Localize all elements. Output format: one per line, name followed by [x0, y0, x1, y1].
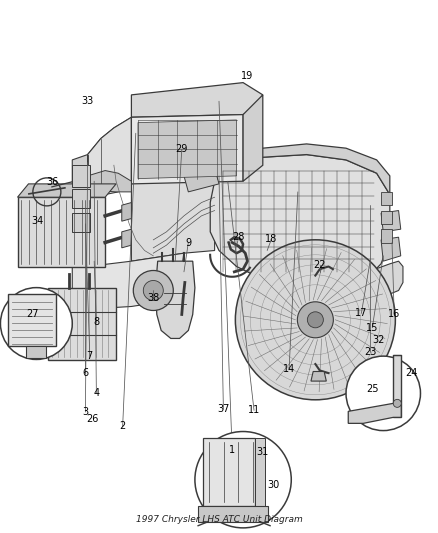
Text: 23: 23: [364, 347, 376, 357]
Polygon shape: [88, 117, 131, 187]
Text: 27: 27: [27, 310, 39, 319]
Polygon shape: [184, 168, 219, 192]
Bar: [8, 294, 57, 345]
Text: 4: 4: [93, 388, 99, 398]
Circle shape: [346, 356, 420, 431]
Text: 37: 37: [217, 405, 230, 414]
Text: 7: 7: [87, 351, 93, 361]
Polygon shape: [381, 192, 392, 205]
Polygon shape: [210, 155, 390, 288]
Text: 26: 26: [86, 415, 98, 424]
Text: 29: 29: [176, 144, 188, 154]
Polygon shape: [138, 120, 237, 179]
Text: 9: 9: [185, 238, 191, 247]
Text: 34: 34: [31, 216, 43, 226]
Polygon shape: [243, 95, 263, 181]
Polygon shape: [18, 197, 105, 266]
Polygon shape: [122, 229, 131, 248]
Circle shape: [235, 240, 396, 400]
Polygon shape: [215, 144, 390, 195]
Polygon shape: [381, 211, 401, 232]
Text: 16: 16: [388, 310, 400, 319]
Bar: [198, 506, 268, 522]
Polygon shape: [348, 403, 401, 423]
Text: 17: 17: [355, 309, 367, 318]
Text: 2: 2: [120, 422, 126, 431]
Text: 19: 19: [241, 71, 254, 81]
Text: 15: 15: [366, 323, 378, 333]
Polygon shape: [88, 117, 131, 195]
Polygon shape: [72, 155, 88, 266]
Circle shape: [0, 288, 72, 359]
Polygon shape: [131, 115, 243, 184]
Polygon shape: [72, 253, 184, 309]
Bar: [393, 356, 401, 417]
Polygon shape: [131, 83, 263, 117]
Text: 1997 Chrysler LHS ATC Unit Diagram: 1997 Chrysler LHS ATC Unit Diagram: [136, 515, 302, 524]
Text: 28: 28: [233, 232, 245, 242]
Polygon shape: [155, 261, 195, 338]
Text: 30: 30: [268, 480, 280, 490]
Polygon shape: [122, 203, 131, 221]
Circle shape: [393, 399, 401, 407]
Text: 3: 3: [82, 407, 88, 417]
Circle shape: [307, 312, 323, 328]
Polygon shape: [88, 171, 131, 192]
Polygon shape: [72, 189, 90, 208]
Text: 38: 38: [147, 294, 159, 303]
Text: 14: 14: [283, 365, 295, 374]
Text: 8: 8: [93, 318, 99, 327]
Text: 6: 6: [82, 368, 88, 378]
Text: 24: 24: [406, 368, 418, 378]
Text: 18: 18: [265, 234, 278, 244]
Polygon shape: [131, 165, 215, 261]
Circle shape: [297, 302, 333, 338]
Polygon shape: [381, 211, 392, 224]
Text: 11: 11: [248, 406, 260, 415]
Circle shape: [195, 432, 291, 528]
Polygon shape: [18, 184, 116, 197]
Text: 22: 22: [314, 261, 326, 270]
Bar: [26, 345, 46, 358]
Text: 31: 31: [257, 447, 269, 457]
Polygon shape: [72, 213, 90, 232]
Polygon shape: [72, 165, 90, 187]
Polygon shape: [311, 372, 326, 381]
Text: 1: 1: [229, 446, 235, 455]
Bar: [255, 438, 265, 506]
Text: 33: 33: [81, 96, 94, 106]
Circle shape: [133, 270, 173, 311]
Text: 32: 32: [373, 335, 385, 345]
Polygon shape: [48, 288, 116, 360]
Polygon shape: [368, 261, 403, 296]
Polygon shape: [381, 229, 392, 243]
Text: 36: 36: [46, 177, 59, 187]
Polygon shape: [381, 237, 401, 261]
Text: 25: 25: [366, 384, 378, 394]
Bar: [203, 438, 255, 506]
Circle shape: [143, 280, 163, 301]
